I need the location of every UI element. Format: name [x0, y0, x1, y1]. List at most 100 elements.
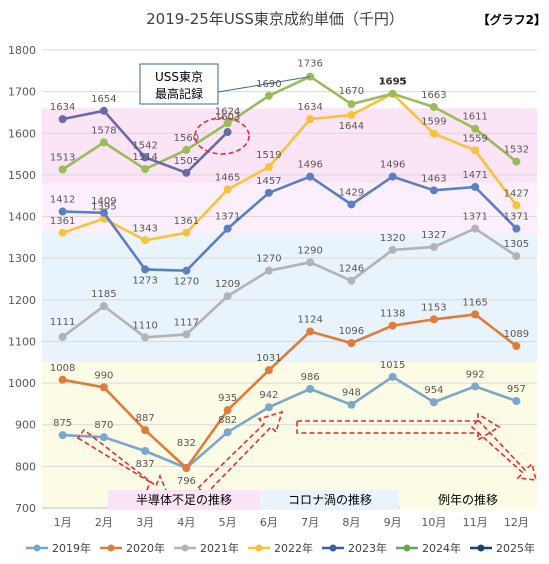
data-label: 1290 [297, 245, 322, 256]
data-point [223, 292, 232, 301]
x-tick-label: 2月 [95, 516, 113, 529]
data-point [223, 185, 232, 194]
data-label: 1320 [380, 233, 405, 244]
legend-label: 2020年 [126, 541, 165, 555]
legend-marker [181, 544, 189, 552]
trend-arrow-flat [296, 412, 501, 442]
data-label: 1270 [256, 254, 281, 265]
record-callout-line [217, 76, 311, 93]
data-label: 957 [507, 384, 526, 395]
y-tick-label: 1700 [8, 86, 36, 99]
data-point [512, 252, 521, 261]
data-label: 1371 [215, 212, 240, 223]
data-point [347, 200, 356, 209]
legend-label: 2024年 [422, 541, 461, 555]
data-label: 1560 [174, 133, 199, 144]
series-line-2023年 [62, 175, 518, 272]
legend-label: 2025年 [496, 541, 535, 555]
data-label: 1496 [297, 160, 322, 171]
data-point [512, 201, 521, 210]
data-label: 1089 [504, 329, 529, 340]
series-line-2022年 [62, 92, 518, 242]
trend-arrow-yearend [470, 418, 538, 481]
data-point [141, 446, 150, 455]
data-point [471, 182, 480, 191]
series-line-2024年 [61, 75, 518, 171]
data-label: 1124 [297, 314, 322, 325]
data-point [182, 145, 191, 154]
data-point [99, 106, 108, 115]
data-point [182, 228, 191, 237]
zone-label-covid: コロナ渦の推移 [288, 492, 372, 507]
trend-arrow-decline [76, 428, 170, 496]
data-point [306, 384, 315, 393]
record-annotation-box [139, 63, 219, 105]
x-tick-label: 8月 [342, 516, 360, 529]
data-label: 1654 [91, 94, 116, 105]
x-tick-label: 12月 [504, 516, 529, 529]
y-tick-label: 1200 [8, 294, 36, 307]
data-label: 1273 [132, 275, 157, 286]
data-point [99, 302, 108, 311]
data-point [512, 396, 521, 405]
data-label: 1343 [132, 223, 157, 234]
data-point [182, 330, 191, 339]
data-point [388, 321, 397, 330]
data-label: 954 [424, 385, 443, 396]
data-point [58, 228, 67, 237]
data-label: 1246 [339, 264, 364, 275]
data-point [141, 165, 150, 174]
data-point [429, 242, 438, 251]
data-point [429, 186, 438, 195]
data-point [471, 224, 480, 233]
data-point [512, 224, 521, 233]
legend-marker [33, 544, 41, 552]
data-point [388, 172, 397, 181]
data-label: 1138 [380, 309, 405, 320]
record-annotation-line2: 最高記録 [155, 86, 203, 101]
band-pink [42, 108, 537, 184]
x-tick-label: 3月 [136, 516, 154, 529]
data-point [347, 339, 356, 348]
data-label: 1305 [504, 239, 529, 250]
data-point [99, 433, 108, 442]
data-point [306, 172, 315, 181]
data-label: 870 [94, 420, 113, 431]
legend-label: 2021年 [200, 541, 239, 555]
zone-bg-covid [262, 490, 399, 510]
data-label: 875 [53, 418, 72, 429]
data-label: 1505 [174, 156, 199, 167]
data-label: 935 [218, 393, 237, 404]
data-point [58, 207, 67, 216]
band-yellow [42, 362, 537, 508]
data-label: 1559 [462, 133, 487, 144]
data-label: 1690 [256, 79, 281, 90]
data-point [471, 124, 480, 133]
data-point [99, 208, 108, 217]
data-label: 1153 [421, 302, 446, 313]
x-tick-label: 11月 [463, 516, 488, 529]
data-point [99, 383, 108, 392]
data-label: 1185 [91, 289, 116, 300]
data-label: 1427 [504, 188, 529, 199]
data-point [388, 372, 397, 381]
data-point [306, 115, 315, 124]
data-point [223, 406, 232, 415]
data-point [99, 138, 108, 147]
data-label: 1496 [380, 160, 405, 171]
data-point [429, 129, 438, 138]
x-tick-label: 5月 [219, 516, 237, 529]
data-label: 1409 [91, 196, 116, 207]
data-label: 832 [177, 438, 196, 449]
data-point [388, 89, 397, 98]
data-label: 1015 [380, 360, 405, 371]
data-point [347, 276, 356, 285]
data-label: 1361 [50, 216, 75, 227]
data-point [512, 342, 521, 351]
data-label: 1327 [421, 230, 446, 241]
data-label: 1429 [339, 187, 364, 198]
data-label: 942 [259, 390, 278, 401]
data-label: 1670 [339, 86, 364, 97]
data-point [223, 224, 232, 233]
